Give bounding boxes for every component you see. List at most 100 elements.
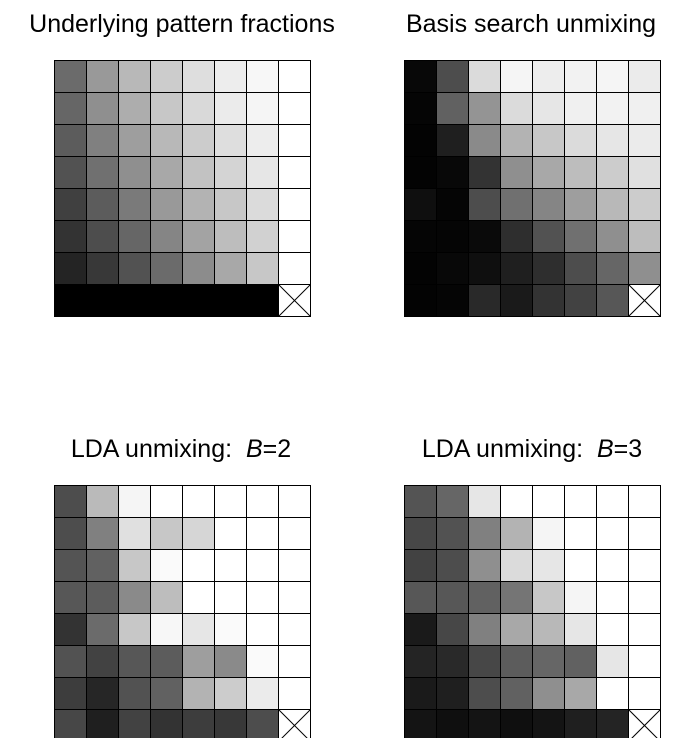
heatmap-cell (436, 517, 469, 550)
heatmap-cell (628, 645, 661, 678)
heatmap-cell (500, 60, 533, 93)
heatmap-lda-b3 (404, 485, 661, 738)
panel-title-variable: B (245, 435, 263, 463)
heatmap-cell (118, 485, 151, 518)
heatmap-cell (404, 252, 437, 285)
heatmap-cell (118, 60, 151, 93)
heatmap-cell (628, 485, 661, 518)
heatmap-cell (500, 645, 533, 678)
heatmap-cell (86, 252, 119, 285)
heatmap-cell (596, 517, 629, 550)
heatmap-cell (278, 156, 311, 189)
heatmap-cell (564, 124, 597, 157)
heatmap-cell (468, 581, 501, 614)
heatmap-cell (404, 156, 437, 189)
heatmap-cell (86, 581, 119, 614)
heatmap-cell (628, 156, 661, 189)
heatmap-cell (468, 124, 501, 157)
heatmap-cell (182, 645, 215, 678)
heatmap-cell (596, 220, 629, 253)
heatmap-underlying (54, 60, 311, 317)
heatmap-cell (278, 581, 311, 614)
heatmap-cell (182, 220, 215, 253)
heatmap-cell (596, 60, 629, 93)
heatmap-cell (436, 60, 469, 93)
heatmap-cell (86, 517, 119, 550)
heatmap-cell (246, 581, 279, 614)
heatmap-cell (54, 581, 87, 614)
heatmap-cell (404, 485, 437, 518)
heatmap-cell (532, 517, 565, 550)
heatmap-cell (118, 92, 151, 125)
heatmap-cell (182, 517, 215, 550)
heatmap-cell (532, 124, 565, 157)
heatmap-cell (278, 188, 311, 221)
heatmap-cell (468, 220, 501, 253)
heatmap-cell (246, 517, 279, 550)
heatmap-cell (436, 613, 469, 646)
heatmap-cell (118, 645, 151, 678)
heatmap-cell (468, 92, 501, 125)
heatmap-cell (596, 645, 629, 678)
heatmap-cell (214, 581, 247, 614)
empty-cell-cross (278, 284, 311, 317)
heatmap-cell (500, 517, 533, 550)
heatmap-cell (86, 92, 119, 125)
heatmap-basis-search (404, 60, 661, 317)
heatmap-border (404, 485, 661, 738)
heatmap-cell (86, 485, 119, 518)
panel-title-lda-b3: LDA unmixing: B=3 (387, 435, 675, 464)
heatmap-cell (118, 252, 151, 285)
heatmap-cell (214, 517, 247, 550)
heatmap-cell (532, 252, 565, 285)
heatmap-cell (182, 549, 215, 582)
heatmap-cell (246, 549, 279, 582)
heatmap-cell (404, 581, 437, 614)
heatmap-border (54, 60, 311, 317)
heatmap-cell (150, 252, 183, 285)
heatmap-cell (404, 549, 437, 582)
heatmap-cell (214, 92, 247, 125)
panel-title-lda-b2: LDA unmixing: B=2 (36, 435, 326, 464)
heatmap-cell (214, 188, 247, 221)
heatmap-cell (436, 188, 469, 221)
heatmap-cell (86, 284, 119, 317)
heatmap-cell (404, 645, 437, 678)
heatmap-cell (54, 645, 87, 678)
heatmap-cell (628, 124, 661, 157)
heatmap-cell (86, 220, 119, 253)
heatmap-cell (278, 252, 311, 285)
heatmap-cell (500, 92, 533, 125)
heatmap-cell (468, 549, 501, 582)
heatmap-cell (54, 517, 87, 550)
heatmap-cell (54, 709, 87, 738)
panel-title-text: Basis search unmixing (405, 10, 657, 38)
heatmap-cell (118, 709, 151, 738)
heatmap-cell (214, 613, 247, 646)
heatmap-cell (150, 645, 183, 678)
heatmap-cell (468, 645, 501, 678)
heatmap-cell (564, 645, 597, 678)
heatmap-cell (404, 220, 437, 253)
heatmap-cell (118, 284, 151, 317)
heatmap-cell (436, 645, 469, 678)
heatmap-cell (436, 156, 469, 189)
heatmap-cell (54, 613, 87, 646)
heatmap-cell (278, 60, 311, 93)
heatmap-cell (150, 549, 183, 582)
heatmap-cell (54, 60, 87, 93)
heatmap-cell (532, 485, 565, 518)
heatmap-cell (564, 581, 597, 614)
heatmap-cell (596, 549, 629, 582)
heatmap-cell (214, 220, 247, 253)
heatmap-cell (246, 220, 279, 253)
heatmap-cell (468, 60, 501, 93)
heatmap-cell (532, 284, 565, 317)
heatmap-cell (628, 549, 661, 582)
heatmap-cell (150, 188, 183, 221)
heatmap-cell (150, 709, 183, 738)
panel-title-underlying: Underlying pattern fractions (10, 10, 354, 39)
heatmap-cell (246, 613, 279, 646)
heatmap-cell (628, 252, 661, 285)
heatmap-cell (118, 124, 151, 157)
